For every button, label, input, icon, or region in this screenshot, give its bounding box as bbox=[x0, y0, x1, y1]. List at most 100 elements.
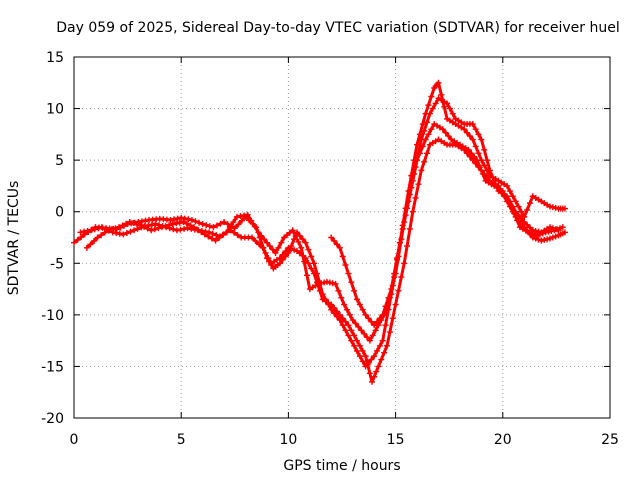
data-point-marker bbox=[196, 219, 203, 226]
data-point-marker bbox=[231, 229, 238, 236]
data-point-marker bbox=[205, 233, 212, 240]
data-point-marker bbox=[194, 226, 201, 233]
data-point-marker bbox=[371, 322, 378, 329]
data-point-marker bbox=[259, 244, 266, 251]
data-point-marker bbox=[359, 347, 366, 354]
data-point-marker bbox=[344, 306, 351, 313]
x-axis-label: GPS time / hours bbox=[283, 458, 400, 474]
data-point-marker bbox=[198, 228, 205, 235]
data-point-marker bbox=[351, 287, 358, 294]
data-point-marker bbox=[492, 181, 499, 188]
data-point-marker bbox=[438, 91, 445, 98]
data-point-marker bbox=[94, 234, 101, 241]
data-point-marker bbox=[221, 219, 228, 226]
data-point-marker bbox=[130, 220, 137, 227]
data-point-marker bbox=[372, 327, 379, 334]
data-point-marker bbox=[183, 220, 190, 227]
data-point-marker bbox=[366, 370, 373, 377]
data-point-marker bbox=[535, 236, 542, 243]
data-point-marker bbox=[435, 79, 442, 86]
data-point-marker bbox=[345, 322, 352, 329]
data-point-marker bbox=[251, 223, 258, 230]
data-point-marker bbox=[209, 230, 216, 237]
data-point-marker bbox=[152, 221, 159, 228]
data-point-marker bbox=[416, 131, 423, 138]
data-point-marker bbox=[515, 212, 522, 219]
data-point-marker bbox=[342, 262, 349, 269]
data-point-marker bbox=[472, 143, 479, 150]
data-point-marker bbox=[342, 327, 349, 334]
data-point-marker bbox=[362, 353, 369, 360]
data-point-marker bbox=[532, 235, 539, 242]
data-point-marker bbox=[428, 126, 435, 133]
data-point-marker bbox=[126, 219, 133, 226]
data-point-marker bbox=[303, 272, 310, 279]
data-point-marker bbox=[328, 301, 335, 308]
y-tick-label: 10 bbox=[46, 102, 64, 118]
data-point-marker bbox=[345, 332, 352, 339]
data-point-marker bbox=[331, 237, 338, 244]
data-point-marker bbox=[231, 225, 238, 232]
data-point-marker bbox=[478, 136, 485, 143]
data-point-marker bbox=[445, 133, 452, 140]
data-point-marker bbox=[291, 246, 298, 253]
data-point-marker bbox=[402, 205, 409, 212]
y-tick-label: 15 bbox=[46, 50, 64, 66]
data-point-marker bbox=[258, 232, 265, 239]
data-point-marker bbox=[419, 121, 426, 128]
data-point-marker bbox=[348, 327, 355, 334]
data-point-marker bbox=[112, 225, 119, 232]
data-point-marker bbox=[226, 224, 233, 231]
data-point-marker bbox=[216, 234, 223, 241]
data-point-marker bbox=[422, 110, 429, 117]
data-point-marker bbox=[506, 188, 513, 195]
data-point-marker bbox=[234, 232, 241, 239]
data-point-marker bbox=[418, 167, 425, 174]
y-tick-label: -20 bbox=[41, 411, 64, 427]
data-point-marker bbox=[464, 150, 471, 157]
series-layer bbox=[71, 79, 568, 385]
data-point-marker bbox=[361, 330, 368, 337]
x-axis-tick-labels: 0 5 10 15 20 25 bbox=[70, 432, 619, 448]
x-tick-label: 20 bbox=[494, 432, 512, 448]
data-point-marker bbox=[282, 248, 289, 255]
data-point-marker bbox=[328, 234, 335, 241]
data-point-marker bbox=[101, 229, 108, 236]
data-point-marker bbox=[338, 294, 345, 301]
data-point-marker bbox=[91, 237, 98, 244]
data-point-marker bbox=[201, 231, 208, 238]
data-point-marker bbox=[301, 258, 308, 265]
data-point-marker bbox=[71, 239, 77, 246]
data-point-marker bbox=[212, 237, 219, 244]
data-point-marker bbox=[305, 260, 312, 267]
data-point-marker bbox=[475, 164, 482, 171]
data-point-marker bbox=[441, 103, 448, 110]
data-point-marker bbox=[362, 311, 369, 318]
data-point-marker bbox=[392, 301, 399, 308]
data-point-marker bbox=[381, 349, 388, 356]
data-point-marker bbox=[98, 232, 105, 239]
y-tick-label: -15 bbox=[41, 359, 64, 375]
data-point-marker bbox=[432, 100, 439, 107]
data-point-marker bbox=[131, 227, 138, 234]
data-point-marker bbox=[91, 226, 98, 233]
data-point-marker bbox=[180, 219, 187, 226]
data-point-marker bbox=[133, 221, 140, 228]
data-point-marker bbox=[256, 241, 263, 248]
series-track-c bbox=[83, 95, 562, 344]
data-point-marker bbox=[74, 236, 81, 243]
y-tick-label: -10 bbox=[41, 308, 64, 324]
data-point-marker bbox=[466, 133, 473, 140]
data-point-marker bbox=[88, 227, 95, 234]
data-point-marker bbox=[352, 320, 359, 327]
data-point-marker bbox=[425, 131, 432, 138]
data-point-marker bbox=[187, 222, 194, 229]
data-point-marker bbox=[475, 150, 482, 157]
data-point-marker bbox=[461, 146, 468, 153]
data-point-marker bbox=[481, 146, 488, 153]
data-point-marker bbox=[444, 100, 451, 107]
x-tick-label: 0 bbox=[70, 432, 79, 448]
data-point-marker bbox=[412, 194, 419, 201]
data-point-marker bbox=[374, 318, 381, 325]
data-point-marker bbox=[348, 279, 355, 286]
